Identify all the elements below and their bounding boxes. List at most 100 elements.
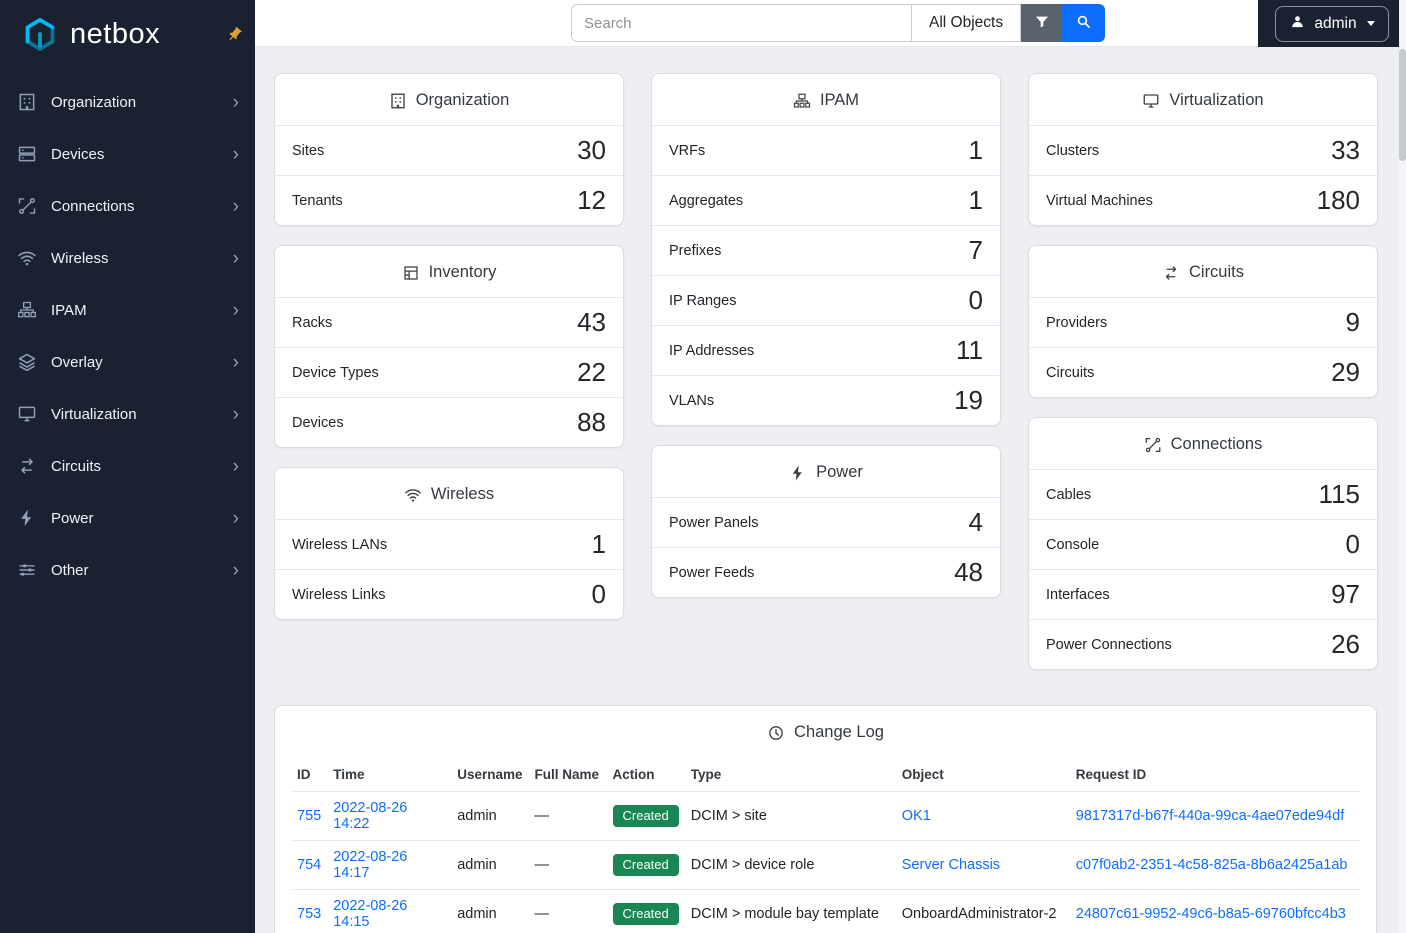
brand-name[interactable]: netbox bbox=[70, 17, 161, 50]
stat-row-ip-addresses[interactable]: IP Addresses 11 bbox=[652, 325, 1000, 375]
sidebar-item-label: Virtualization bbox=[51, 405, 137, 423]
stat-row-providers[interactable]: Providers 9 bbox=[1029, 297, 1377, 347]
stat-label: Providers bbox=[1046, 314, 1108, 331]
stat-row-wireless-links[interactable]: Wireless Links 0 bbox=[275, 569, 623, 619]
card-title: Virtualization bbox=[1169, 91, 1264, 109]
sidebar-item-virtualization[interactable]: Virtualization bbox=[0, 388, 255, 440]
search-input[interactable] bbox=[571, 4, 911, 42]
stat-row-devices[interactable]: Devices 88 bbox=[275, 397, 623, 447]
transfer-icon bbox=[1162, 264, 1180, 282]
chevron-right-icon bbox=[233, 249, 239, 268]
changelog-table: ID Time Username Full Name Action Type O… bbox=[275, 757, 1376, 933]
change-request-id-link[interactable]: c07f0ab2-2351-4c58-825a-8b6a2425a1ab bbox=[1075, 857, 1348, 873]
sidebar-item-devices[interactable]: Devices bbox=[0, 128, 255, 180]
change-id-link[interactable]: 753 bbox=[297, 906, 322, 922]
brand-header: netbox bbox=[0, 0, 255, 70]
stat-value: 43 bbox=[577, 307, 606, 337]
stat-label: IP Addresses bbox=[669, 342, 755, 359]
card-header: Inventory bbox=[275, 246, 623, 297]
sidebar-item-circuits[interactable]: Circuits bbox=[0, 440, 255, 492]
change-full-name: — bbox=[528, 791, 607, 841]
card-connections: Connections Cables 115 Console 0 Interfa… bbox=[1028, 417, 1378, 670]
stat-row-sites[interactable]: Sites 30 bbox=[275, 125, 623, 175]
change-request-id-link[interactable]: 9817317d-b67f-440a-99ca-4ae07ede94df bbox=[1075, 808, 1345, 824]
stat-row-console[interactable]: Console 0 bbox=[1029, 519, 1377, 569]
stat-value: 48 bbox=[954, 557, 983, 587]
user-menu-button[interactable]: admin bbox=[1275, 5, 1389, 42]
stat-row-aggregates[interactable]: Aggregates 1 bbox=[652, 175, 1000, 225]
created-badge: Created bbox=[612, 853, 679, 877]
user-name: admin bbox=[1314, 14, 1357, 32]
vertical-scrollbar[interactable] bbox=[1399, 0, 1406, 933]
card-title: Circuits bbox=[1188, 263, 1244, 281]
pin-icon[interactable] bbox=[223, 23, 247, 47]
stat-label: Power Feeds bbox=[669, 564, 755, 581]
change-time-link[interactable]: 2022-08-26 14:22 bbox=[333, 800, 408, 832]
change-username: admin bbox=[451, 840, 529, 890]
column-2: IPAM VRFs 1 Aggregates 1 Prefixes 7 bbox=[651, 73, 1001, 670]
search-group: All Objects bbox=[571, 4, 1106, 42]
stat-value: 88 bbox=[577, 407, 606, 437]
sidebar-item-label: Overlay bbox=[51, 353, 103, 371]
change-request-id-link[interactable]: 24807c61-9952-49c6-b8a5-69760bfcc4b3 bbox=[1075, 906, 1346, 922]
stat-row-wireless-lans[interactable]: Wireless LANs 1 bbox=[275, 519, 623, 569]
stat-row-interfaces[interactable]: Interfaces 97 bbox=[1029, 569, 1377, 619]
stats-grid: Organization Sites 30 Tenants 12 Invento… bbox=[274, 73, 1378, 670]
stat-value: 26 bbox=[1331, 629, 1360, 659]
object-type-dropdown[interactable]: All Objects bbox=[911, 4, 1022, 42]
stat-row-circuits[interactable]: Circuits 29 bbox=[1029, 347, 1377, 397]
stat-row-vlans[interactable]: VLANs 19 bbox=[652, 375, 1000, 425]
table-header-row: ID Time Username Full Name Action Type O… bbox=[291, 757, 1360, 792]
sidebar-item-ipam[interactable]: IPAM bbox=[0, 284, 255, 336]
col-request-id: Request ID bbox=[1075, 767, 1147, 782]
caret-down-icon bbox=[1366, 21, 1375, 26]
stat-row-prefixes[interactable]: Prefixes 7 bbox=[652, 225, 1000, 275]
sidebar-item-organization[interactable]: Organization bbox=[0, 76, 255, 128]
stat-row-ip-ranges[interactable]: IP Ranges 0 bbox=[652, 275, 1000, 325]
sidebar-item-wireless[interactable]: Wireless bbox=[0, 232, 255, 284]
change-object-text: OnboardAdministrator-2 bbox=[901, 906, 1057, 922]
change-time-link[interactable]: 2022-08-26 14:15 bbox=[333, 898, 408, 930]
stat-row-tenants[interactable]: Tenants 12 bbox=[275, 175, 623, 225]
monitor-icon bbox=[1142, 92, 1160, 110]
chevron-right-icon bbox=[233, 509, 239, 528]
stat-label: Interfaces bbox=[1046, 586, 1110, 603]
funnel-icon bbox=[1034, 14, 1050, 33]
change-object-link[interactable]: Server Chassis bbox=[901, 857, 1001, 873]
change-id-link[interactable]: 755 bbox=[297, 808, 322, 824]
table-row: 755 2022-08-26 14:22 admin — Created DCI… bbox=[291, 791, 1360, 841]
stat-row-cables[interactable]: Cables 115 bbox=[1029, 469, 1377, 519]
person-icon bbox=[1289, 13, 1306, 35]
sidebar-item-other[interactable]: Other bbox=[0, 544, 255, 596]
sidebar-item-connections[interactable]: Connections bbox=[0, 180, 255, 232]
change-id-link[interactable]: 754 bbox=[297, 857, 322, 873]
search-submit-button[interactable] bbox=[1062, 4, 1106, 42]
stat-label: Device Types bbox=[292, 364, 379, 381]
stat-value: 115 bbox=[1318, 479, 1360, 509]
card-circuits: Circuits Providers 9 Circuits 29 bbox=[1028, 245, 1378, 398]
sidebar-item-overlay[interactable]: Overlay bbox=[0, 336, 255, 388]
scrollbar-thumb[interactable] bbox=[1399, 49, 1406, 161]
sidebar-item-power[interactable]: Power bbox=[0, 492, 255, 544]
stat-row-power-panels[interactable]: Power Panels 4 bbox=[652, 497, 1000, 547]
card-title: Power bbox=[816, 463, 863, 481]
card-header: Power bbox=[652, 446, 1000, 497]
stat-label: Racks bbox=[292, 314, 333, 331]
card-header: Virtualization bbox=[1029, 74, 1377, 125]
stat-row-virtual-machines[interactable]: Virtual Machines 180 bbox=[1029, 175, 1377, 225]
stat-row-power-connections[interactable]: Power Connections 26 bbox=[1029, 619, 1377, 669]
sidebar-item-label: Devices bbox=[51, 145, 105, 163]
vector-link-icon bbox=[16, 195, 38, 217]
stat-row-clusters[interactable]: Clusters 33 bbox=[1029, 125, 1377, 175]
stat-label: Aggregates bbox=[669, 192, 744, 209]
stat-row-device-types[interactable]: Device Types 22 bbox=[275, 347, 623, 397]
change-object-link[interactable]: OK1 bbox=[901, 808, 931, 824]
change-time-link[interactable]: 2022-08-26 14:17 bbox=[333, 849, 408, 881]
stat-row-power-feeds[interactable]: Power Feeds 48 bbox=[652, 547, 1000, 597]
card-header: Change Log bbox=[275, 706, 1376, 757]
lightning-icon bbox=[16, 507, 38, 529]
stat-row-racks[interactable]: Racks 43 bbox=[275, 297, 623, 347]
stat-row-vrfs[interactable]: VRFs 1 bbox=[652, 125, 1000, 175]
netbox-logo-icon[interactable] bbox=[18, 14, 62, 54]
filter-button[interactable] bbox=[1021, 4, 1063, 42]
